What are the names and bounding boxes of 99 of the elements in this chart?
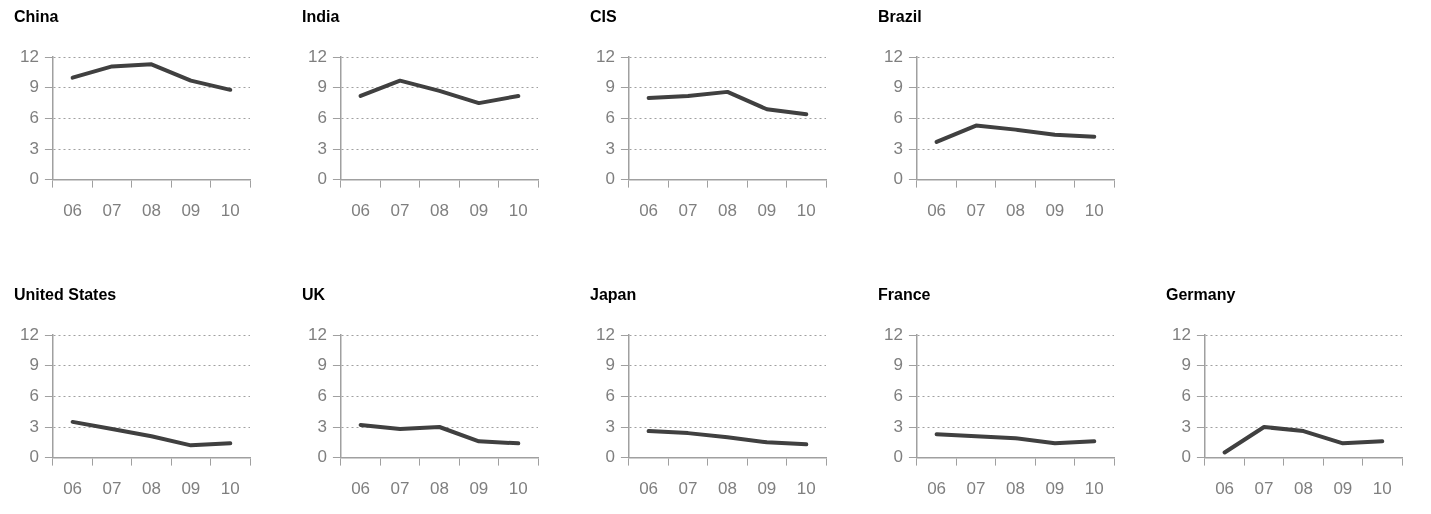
y-tick-label: 0 (317, 447, 327, 467)
y-tick-label: 6 (317, 108, 327, 128)
x-tick-label: 07 (102, 201, 122, 221)
chart-title: China (14, 8, 59, 26)
x-tick-label: 07 (966, 201, 986, 221)
chart-title: CIS (590, 8, 617, 26)
y-tick-label: 0 (29, 169, 39, 189)
x-tick-label: 08 (141, 201, 161, 221)
x-tick-label: 08 (717, 201, 737, 221)
x-tick-label: 06 (351, 479, 371, 499)
x-tick-label: 08 (717, 479, 737, 499)
y-tick-label: 9 (29, 355, 39, 375)
y-tick-label: 0 (605, 169, 615, 189)
y-tick-label: 9 (893, 355, 903, 375)
x-tick-label: 07 (102, 479, 122, 499)
y-tick-label: 3 (893, 416, 903, 436)
y-tick-label: 0 (605, 447, 615, 467)
x-tick-label: 08 (429, 479, 449, 499)
y-tick-label: 12 (595, 324, 615, 344)
y-tick-label: 12 (307, 46, 327, 66)
y-tick-label: 6 (605, 386, 615, 406)
x-tick-label: 10 (508, 201, 528, 221)
chart-title: Germany (1166, 286, 1236, 304)
y-tick-label: 9 (317, 355, 327, 375)
y-tick-label: 12 (883, 324, 903, 344)
x-tick-label: 10 (1084, 479, 1104, 499)
chart-title: France (878, 286, 931, 304)
y-tick-label: 3 (893, 138, 903, 158)
y-tick-label: 0 (893, 447, 903, 467)
x-tick-label: 09 (469, 201, 489, 221)
x-tick-label: 07 (390, 201, 410, 221)
x-tick-label: 08 (429, 201, 449, 221)
y-tick-label: 6 (605, 108, 615, 128)
y-tick-label: 6 (893, 386, 903, 406)
x-tick-label: 06 (63, 479, 83, 499)
x-tick-label: 09 (181, 479, 201, 499)
y-tick-label: 6 (29, 386, 39, 406)
x-tick-label: 07 (678, 479, 698, 499)
chart-title: Japan (590, 286, 637, 304)
x-tick-label: 06 (639, 201, 659, 221)
y-tick-label: 12 (1171, 324, 1191, 344)
x-tick-label: 10 (220, 201, 240, 221)
x-tick-label: 06 (1215, 479, 1235, 499)
x-tick-label: 10 (1084, 201, 1104, 221)
y-tick-label: 0 (893, 169, 903, 189)
x-tick-label: 09 (1333, 479, 1353, 499)
y-tick-label: 9 (317, 77, 327, 97)
x-tick-label: 09 (469, 479, 489, 499)
y-tick-label: 0 (317, 169, 327, 189)
y-tick-label: 0 (1181, 447, 1191, 467)
y-tick-label: 9 (29, 77, 39, 97)
y-tick-label: 12 (595, 46, 615, 66)
y-tick-label: 3 (29, 416, 39, 436)
y-tick-label: 6 (317, 386, 327, 406)
x-tick-label: 10 (796, 479, 816, 499)
x-tick-label: 06 (927, 479, 947, 499)
y-tick-label: 9 (605, 77, 615, 97)
x-tick-label: 09 (1045, 201, 1065, 221)
y-tick-label: 9 (605, 355, 615, 375)
y-tick-label: 3 (29, 138, 39, 158)
y-tick-label: 3 (317, 416, 327, 436)
y-tick-label: 0 (29, 447, 39, 467)
y-tick-label: 6 (1181, 386, 1191, 406)
x-tick-label: 06 (639, 479, 659, 499)
chart-title: Brazil (878, 8, 922, 26)
x-tick-label: 09 (757, 479, 777, 499)
x-tick-label: 09 (757, 201, 777, 221)
x-tick-label: 07 (966, 479, 986, 499)
x-tick-label: 07 (1254, 479, 1274, 499)
chart-title: United States (14, 286, 117, 304)
x-tick-label: 06 (63, 201, 83, 221)
y-tick-label: 6 (893, 108, 903, 128)
y-tick-label: 9 (1181, 355, 1191, 375)
y-tick-label: 3 (1181, 416, 1191, 436)
x-tick-label: 10 (796, 201, 816, 221)
x-tick-label: 10 (220, 479, 240, 499)
x-tick-label: 06 (351, 201, 371, 221)
y-tick-label: 12 (19, 324, 39, 344)
x-tick-label: 08 (1293, 479, 1313, 499)
x-tick-label: 07 (390, 479, 410, 499)
y-tick-label: 9 (893, 77, 903, 97)
chart-title: UK (302, 286, 326, 304)
x-tick-label: 09 (181, 201, 201, 221)
x-tick-label: 06 (927, 201, 947, 221)
x-tick-label: 08 (1005, 479, 1025, 499)
x-tick-label: 08 (141, 479, 161, 499)
y-tick-label: 6 (29, 108, 39, 128)
x-tick-label: 09 (1045, 479, 1065, 499)
y-tick-label: 3 (605, 416, 615, 436)
y-tick-label: 12 (883, 46, 903, 66)
y-tick-label: 12 (19, 46, 39, 66)
x-tick-label: 10 (508, 479, 528, 499)
x-tick-label: 10 (1372, 479, 1392, 499)
x-tick-label: 08 (1005, 201, 1025, 221)
y-tick-label: 3 (605, 138, 615, 158)
y-tick-label: 12 (307, 324, 327, 344)
chart-title: India (302, 8, 340, 26)
x-tick-label: 07 (678, 201, 698, 221)
y-tick-label: 3 (317, 138, 327, 158)
